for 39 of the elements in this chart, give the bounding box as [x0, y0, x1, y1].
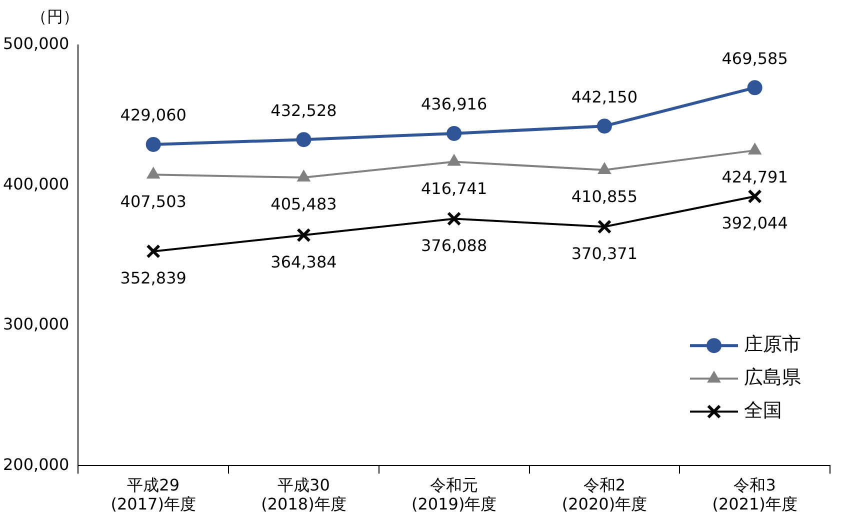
point: [596, 118, 612, 134]
point: [297, 170, 310, 182]
data-label: 370,371: [571, 244, 638, 263]
data-label: 436,916: [420, 94, 488, 114]
data-label: 376,088: [420, 236, 488, 255]
data-label: 469,585: [722, 48, 788, 68]
point: [296, 228, 311, 242]
data-label: 392,044: [722, 214, 788, 233]
point: [146, 136, 161, 152]
point: [597, 220, 612, 234]
y-tick-label: 300,000: [2, 314, 70, 334]
data-label: 432,528: [270, 100, 337, 120]
point: [747, 80, 762, 96]
data-label: 352,839: [120, 268, 186, 288]
data-label: 407,503: [120, 192, 186, 211]
x-tick-label: 平成30 (2018)年度: [261, 475, 346, 514]
data-label: 416,741: [420, 178, 488, 198]
x-tick-label: 平成29 (2017)年度: [110, 475, 196, 514]
x-tick-label: 令和3 (2021)年度: [712, 475, 798, 514]
data-label: 405,483: [270, 194, 337, 214]
y-axis-title: （円）: [31, 7, 79, 26]
data-label: 429,060: [120, 106, 186, 125]
y-tick-label: 400,000: [2, 174, 70, 194]
data-label: 424,791: [722, 168, 788, 187]
point: [748, 189, 762, 204]
x-tick-label: 令和元 (2019)年度: [411, 475, 497, 514]
data-label: 410,855: [571, 187, 638, 206]
y-tick-label: 200,000: [2, 454, 70, 474]
point: [446, 126, 462, 141]
x-tick-label: 令和2 (2020)年度: [562, 475, 648, 514]
point: [446, 212, 462, 226]
point: [296, 132, 312, 148]
y-tick-label: 500,000: [2, 34, 70, 54]
legend-label: 全国: [744, 400, 782, 422]
legend-label: 庄原市: [744, 334, 801, 356]
legend-label: 広島県: [744, 366, 801, 389]
point: [146, 244, 161, 258]
data-label: 364,384: [270, 252, 337, 272]
data-label: 442,150: [571, 87, 638, 106]
